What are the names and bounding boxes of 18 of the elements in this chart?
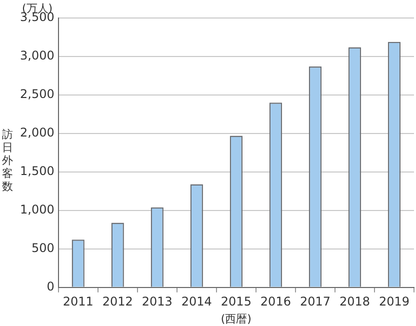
y-tick-label: 0: [46, 280, 54, 294]
x-tick-label: 2019: [378, 294, 410, 309]
y-tick-label: 2,000: [20, 126, 54, 140]
x-tick-label: 2011: [62, 294, 94, 309]
y-axis-title: 訪日外客数: [1, 128, 14, 193]
y-tick-label: 500: [31, 241, 54, 256]
y-tick-label: 1,500: [20, 164, 54, 178]
x-axis-title: (西暦): [220, 312, 252, 326]
x-tick-label: 2015: [220, 294, 252, 309]
x-tick-label: 2013: [142, 294, 172, 309]
x-tick-label: 2018: [339, 294, 370, 309]
x-tick-label: 2012: [102, 294, 133, 309]
x-tick-label: 2017: [300, 294, 330, 309]
x-tick-label: 2014: [181, 294, 212, 309]
x-tick-label: 2016: [260, 294, 291, 309]
y-tick-label: 3,000: [20, 48, 54, 63]
y-tick-label: 1,000: [20, 202, 54, 217]
y-tick-label: 2,500: [20, 87, 54, 102]
